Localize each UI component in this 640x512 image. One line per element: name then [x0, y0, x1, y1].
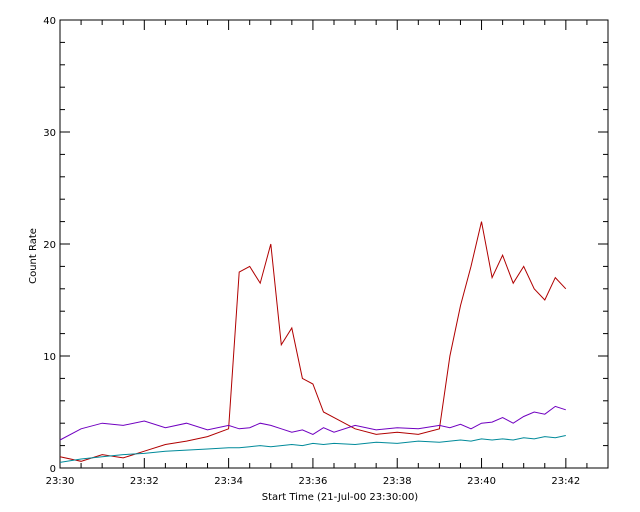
y-tick-label: 20	[43, 240, 56, 251]
series-line-1	[59, 221, 567, 462]
series-line-2	[59, 405, 566, 441]
y-axis-ticks: 0 10 20 30 40	[43, 16, 608, 475]
series-lines	[59, 221, 567, 463]
x-tick-label: 23:36	[299, 476, 328, 487]
x-tick-label: 23:30	[46, 476, 75, 487]
y-tick-label: 30	[43, 128, 56, 139]
y-tick-label: 10	[43, 352, 56, 363]
x-tick-label: 23:40	[467, 476, 496, 487]
x-tick-label: 23:38	[383, 476, 412, 487]
y-tick-label: 0	[50, 464, 56, 475]
plot-axes	[59, 19, 609, 469]
series-line-3	[59, 435, 566, 463]
y-axis-title: Count Rate	[28, 228, 39, 284]
x-axis-ticks: 23:30 23:32 23:34 23:36 23:38 23:40 23:42	[46, 20, 609, 487]
plot-frame	[59, 19, 609, 469]
y-tick-label: 40	[43, 16, 56, 27]
x-tick-label: 23:42	[551, 476, 580, 487]
x-tick-label: 23:32	[130, 476, 159, 487]
x-axis-title: Start Time (21-Jul-00 23:30:00)	[262, 492, 419, 503]
x-tick-label: 23:34	[214, 476, 243, 487]
